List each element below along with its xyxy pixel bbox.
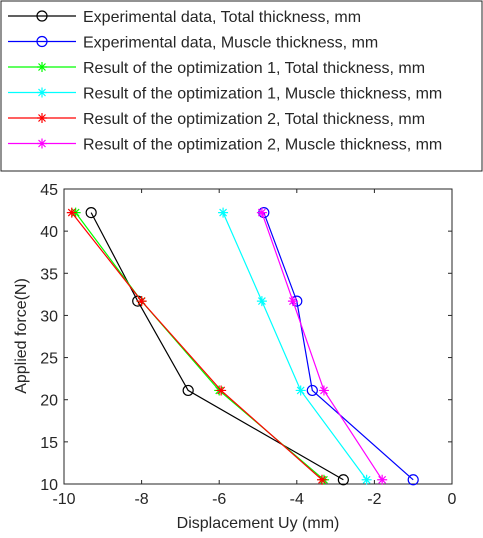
legend-marker	[37, 138, 47, 149]
x-tick-label: -4	[290, 491, 304, 508]
series-line	[71, 212, 323, 481]
y-tick-label: 15	[40, 435, 58, 452]
marker	[317, 474, 328, 485]
legend-label: Experimental data, Muscle thickness, mm	[83, 35, 378, 52]
series-line	[261, 212, 383, 481]
x-tick-label: -10	[52, 491, 75, 508]
x-tick-label: -6	[212, 491, 226, 508]
y-tick-label: 40	[40, 224, 58, 241]
marker	[256, 296, 267, 307]
x-tick-label: 0	[448, 491, 457, 508]
marker	[295, 385, 306, 396]
marker	[318, 385, 329, 396]
y-tick-label: 25	[40, 351, 58, 368]
x-tick-label: -2	[367, 491, 381, 508]
x-tick-label: -8	[134, 491, 148, 508]
y-tick-label: 45	[40, 182, 58, 199]
legend-marker	[37, 87, 47, 98]
legend-label: Experimental data, Total thickness, mm	[83, 9, 361, 26]
marker	[287, 296, 298, 307]
marker	[218, 207, 229, 218]
series-line	[90, 212, 344, 481]
plot-area	[63, 188, 453, 485]
marker	[256, 207, 267, 218]
marker	[361, 474, 372, 485]
y-tick-label: 20	[40, 393, 58, 410]
legend-label: Result of the optimization 2, Total thic…	[83, 111, 425, 128]
series-line	[263, 212, 414, 481]
marker	[306, 384, 318, 397]
series-line	[222, 212, 368, 481]
legend-marker	[37, 62, 47, 72]
marker	[407, 474, 419, 486]
marker	[66, 207, 77, 218]
legend-marker	[36, 35, 48, 48]
y-tick-label: 35	[40, 266, 58, 283]
legend-label: Result of the optimization 2, Muscle thi…	[83, 137, 442, 154]
legend-marker	[37, 113, 47, 123]
legend-label: Result of the optimization 1, Total thic…	[83, 60, 425, 77]
x-axis-label: Displacement Uy (mm)	[177, 515, 340, 532]
marker	[85, 207, 97, 219]
y-tick-label: 30	[40, 308, 58, 325]
y-axis-label: Applied force(N)	[13, 278, 30, 394]
legend-box	[0, 0, 483, 172]
marker	[377, 474, 388, 485]
legend-marker	[36, 10, 48, 22]
marker	[216, 385, 227, 396]
marker	[337, 474, 349, 486]
marker	[136, 296, 147, 307]
y-tick-label: 10	[40, 477, 58, 494]
marker	[182, 384, 194, 397]
legend-label: Result of the optimization 1, Muscle thi…	[83, 86, 442, 103]
